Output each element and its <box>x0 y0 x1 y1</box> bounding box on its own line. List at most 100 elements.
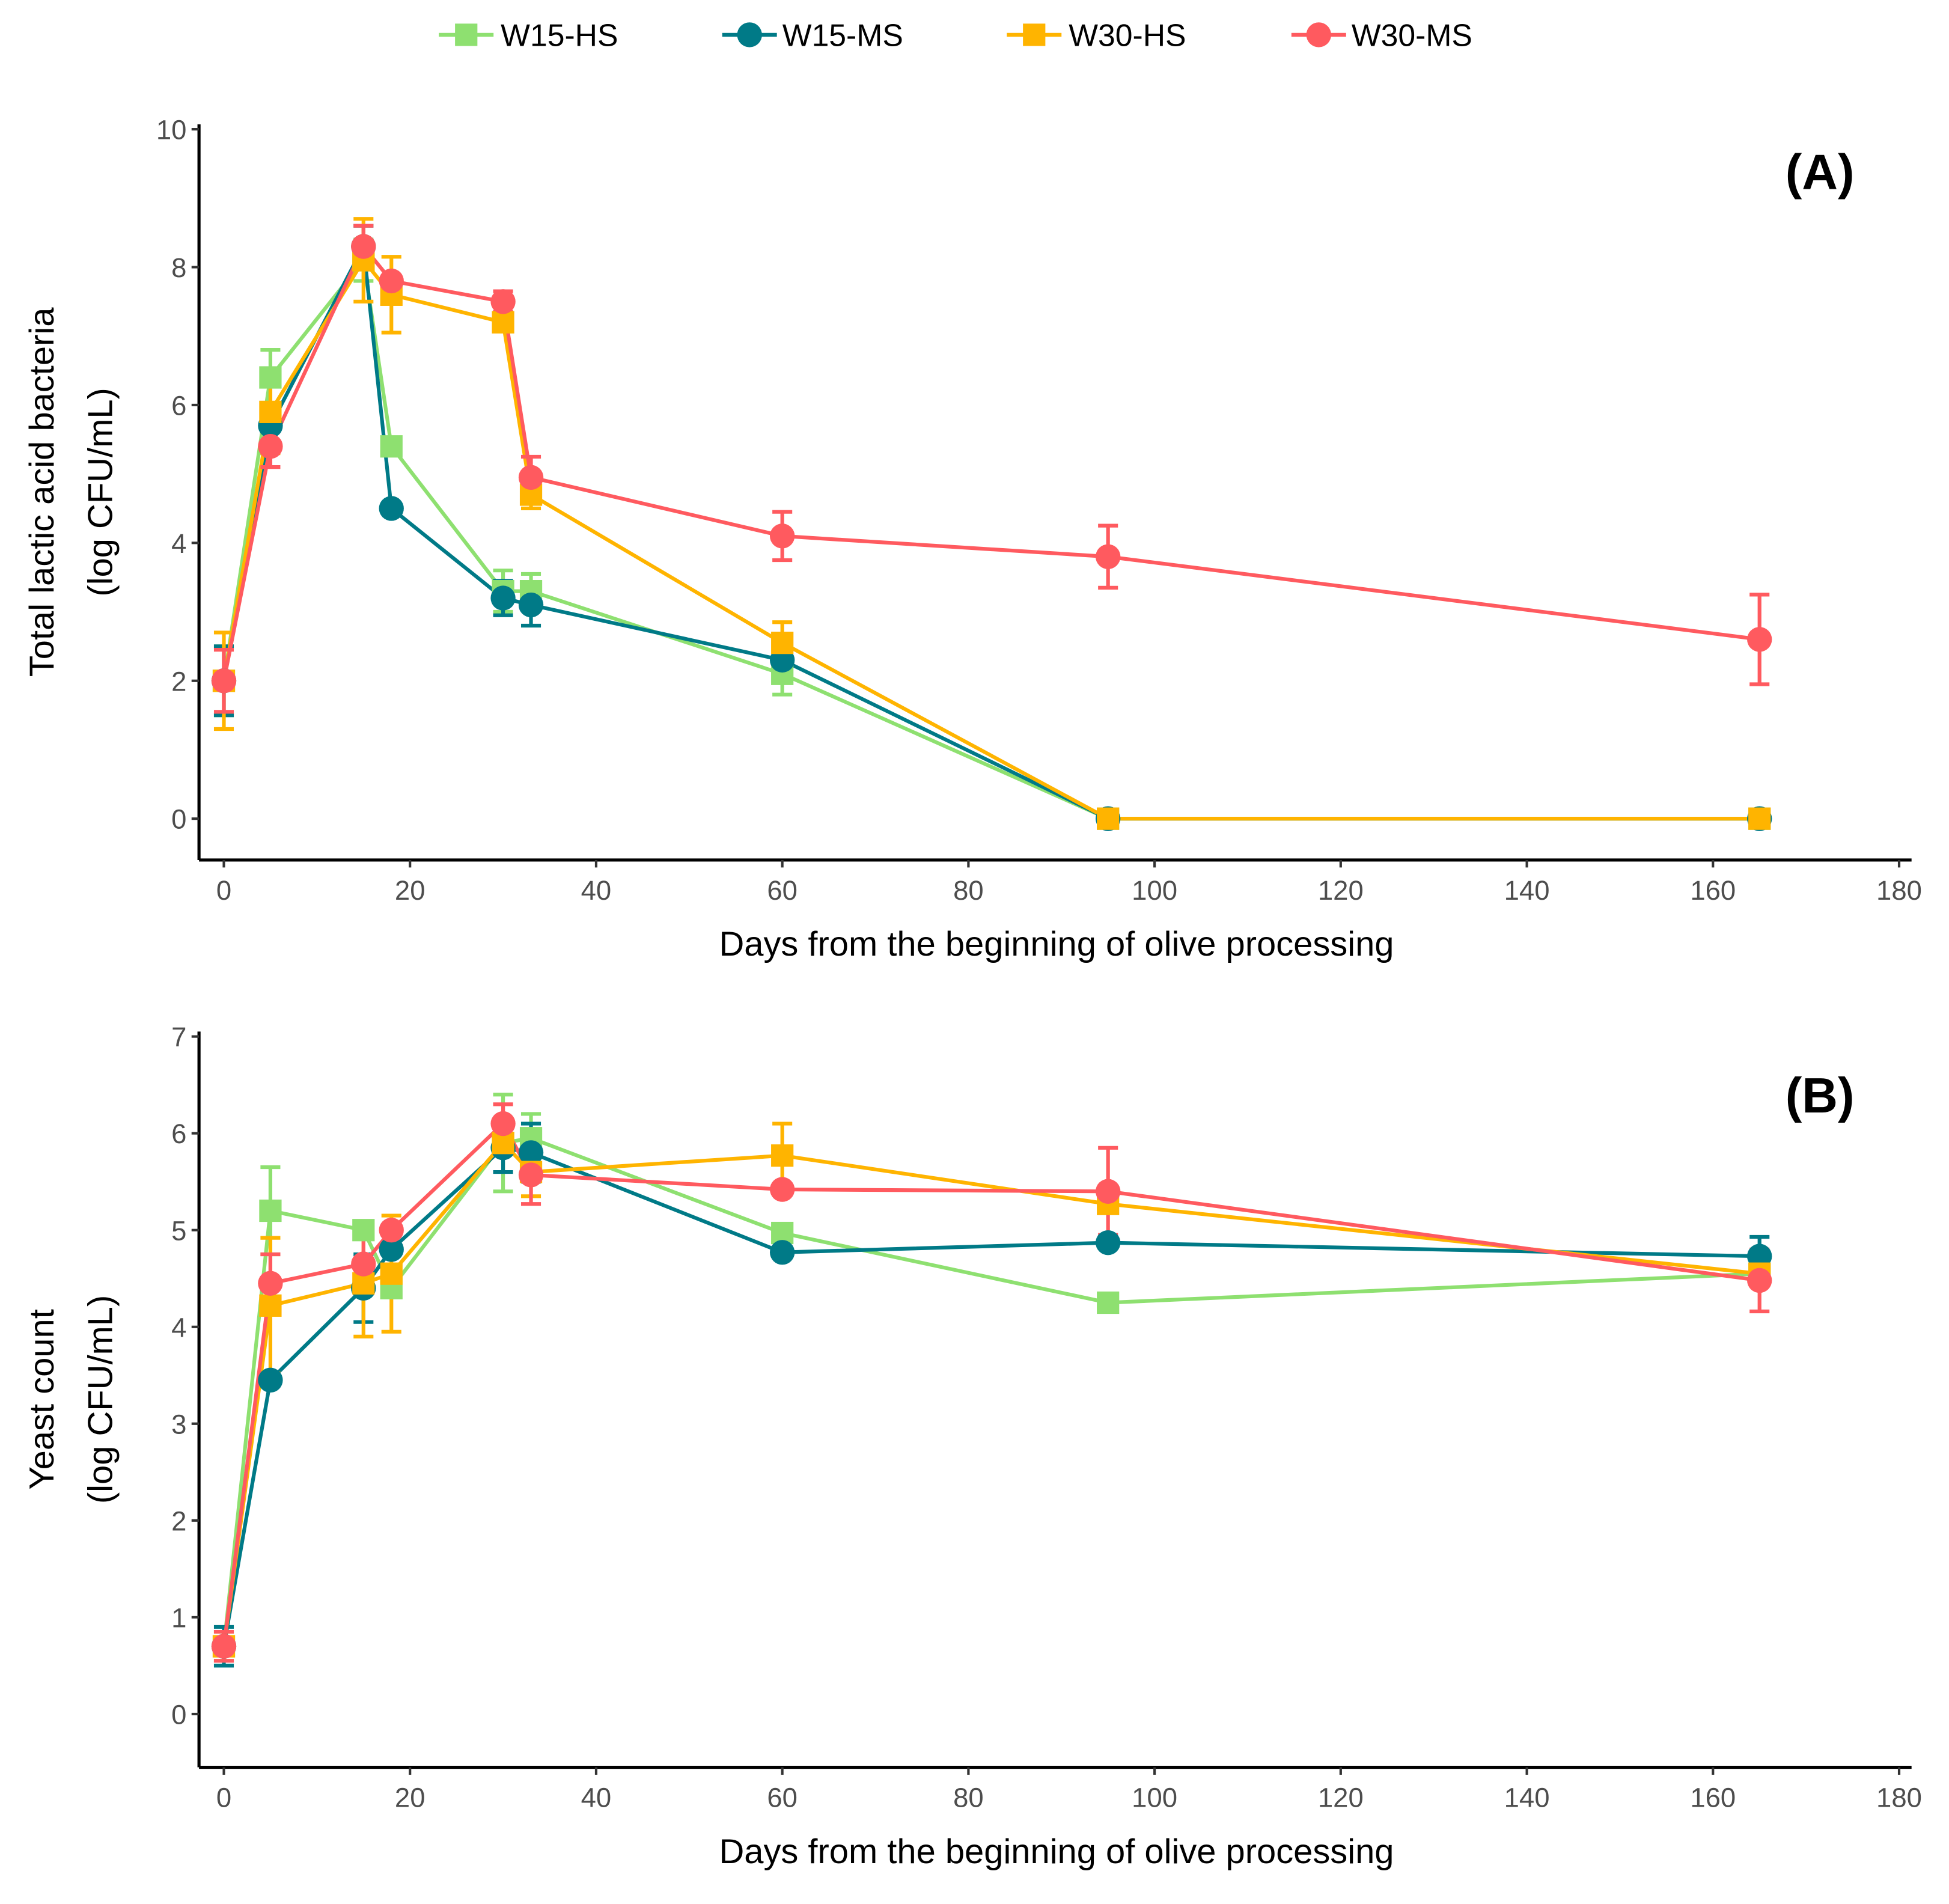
marker-w30-hs <box>492 311 514 334</box>
legend-item-w15-hs: W15-HS <box>439 18 618 53</box>
series-w30-ms <box>213 224 1770 714</box>
marker-w30-ms <box>490 1111 516 1137</box>
marker-w30-ms <box>211 1634 237 1659</box>
y-tick-label: 6 <box>171 1118 186 1149</box>
legend-item-w30-hs: W30-HS <box>1007 18 1186 53</box>
marker-w15-ms <box>1096 1230 1121 1256</box>
series-line <box>222 255 1760 821</box>
marker-w15-hs <box>352 1219 375 1242</box>
x-tick-label: 120 <box>1318 1783 1364 1813</box>
panel-b: 0 1 2 3 4 5 6 7 0 20 40 60 80 100 120 140 160 180 Days fro… <box>23 1022 1922 1871</box>
marker-w15-hs <box>1097 1291 1120 1314</box>
marker-w30-ms <box>1747 1268 1772 1293</box>
marker-w30-ms <box>351 1251 376 1277</box>
panel-label: (B) <box>1786 1067 1855 1123</box>
marker-w30-hs <box>771 632 794 654</box>
markers-w15-ms <box>211 234 1772 831</box>
series-line <box>222 1140 1760 1647</box>
series-line <box>222 1146 1760 1647</box>
x-tick-label: 40 <box>581 1783 612 1813</box>
x-tick-label: 20 <box>395 875 425 906</box>
marker-w15-hs <box>455 23 478 46</box>
markers-w30-ms <box>211 1111 1772 1659</box>
marker-w15-ms <box>518 1140 544 1165</box>
marker-w15-hs <box>380 435 403 458</box>
marker-w15-ms <box>490 585 516 611</box>
x-tick-label: 160 <box>1690 875 1736 906</box>
marker-w30-ms <box>769 1177 795 1202</box>
y-tick-label: 4 <box>171 1312 186 1343</box>
series-w15-ms <box>213 224 1760 821</box>
marker-w30-ms <box>490 289 516 314</box>
x-axis-title: Days from the beginning of olive process… <box>719 925 1394 963</box>
x-tick-label: 80 <box>953 875 984 906</box>
marker-w15-ms <box>737 22 762 47</box>
marker-w15-ms <box>379 496 404 521</box>
legend-item-w30-ms: W30-MS <box>1291 18 1472 53</box>
marker-w15-ms <box>1747 1243 1772 1269</box>
x-tick-label: 180 <box>1876 875 1922 906</box>
legend-label: W15-MS <box>782 18 903 53</box>
x-tick-label: 0 <box>216 875 231 906</box>
y-axis-title: Yeast count <box>23 1309 61 1489</box>
x-tick-label: 20 <box>395 1783 425 1813</box>
marker-w30-hs <box>380 1262 403 1285</box>
y-tick-label: 10 <box>156 115 187 145</box>
marker-w15-hs <box>259 366 282 389</box>
y-tick-label: 4 <box>171 528 186 559</box>
legend-label: W30-MS <box>1352 18 1472 53</box>
marker-w30-ms <box>1747 627 1772 652</box>
panel-label: (A) <box>1786 144 1855 200</box>
marker-w15-ms <box>518 592 544 618</box>
series-line <box>222 1136 1760 1647</box>
x-tick-label: 140 <box>1504 875 1550 906</box>
marker-w30-ms <box>769 523 795 549</box>
marker-w15-ms <box>379 1237 404 1262</box>
marker-w30-ms <box>379 268 404 294</box>
y-tick-label: 8 <box>171 252 186 283</box>
y-tick-label: 7 <box>171 1022 186 1052</box>
markers-w30-ms <box>211 234 1772 694</box>
y-tick-label: 3 <box>171 1409 186 1439</box>
marker-w15-ms <box>769 1240 795 1265</box>
marker-w30-ms <box>1096 1179 1121 1204</box>
marker-w30-hs <box>1023 23 1046 46</box>
marker-w30-ms <box>518 465 544 490</box>
x-tick-label: 120 <box>1318 875 1364 906</box>
marker-w30-hs <box>1097 807 1120 830</box>
y-tick-label: 2 <box>171 666 186 697</box>
y-tick-label: 1 <box>171 1602 186 1633</box>
y-tick-label: 2 <box>171 1506 186 1536</box>
marker-w30-ms <box>379 1218 404 1243</box>
marker-w30-ms <box>211 668 237 694</box>
y-tick-label: 5 <box>171 1215 186 1246</box>
y-axis-title-units: (log CFU/mL) <box>81 1295 120 1504</box>
marker-w30-ms <box>1096 544 1121 569</box>
marker-w30-hs <box>771 1144 794 1167</box>
marker-w30-ms <box>518 1162 544 1188</box>
x-tick-label: 140 <box>1504 1783 1550 1813</box>
markers-w30-hs <box>212 249 1771 830</box>
marker-w30-hs <box>1748 807 1771 830</box>
x-tick-label: 80 <box>953 1783 984 1813</box>
y-axis-title-units: (log CFU/mL) <box>81 388 120 596</box>
markers-w15-ms <box>211 1135 1772 1659</box>
marker-w30-hs <box>259 400 282 423</box>
x-tick-label: 0 <box>216 1783 231 1813</box>
legend-label: W30-HS <box>1069 18 1186 53</box>
y-axis-title: Total lactic acid bacteria <box>23 307 61 677</box>
series-w30-hs <box>213 1121 1760 1663</box>
marker-w30-hs <box>259 1294 282 1317</box>
series-w15-ms <box>213 1121 1770 1668</box>
y-tick-label: 6 <box>171 390 186 421</box>
marker-w15-hs <box>259 1199 282 1222</box>
marker-w30-ms <box>258 1271 283 1296</box>
series-w15-hs <box>213 237 1760 821</box>
marker-w30-ms <box>351 234 376 259</box>
x-tick-label: 100 <box>1132 875 1177 906</box>
x-axis-title: Days from the beginning of olive process… <box>719 1832 1394 1871</box>
y-tick-label: 0 <box>171 804 186 835</box>
y-tick-label: 0 <box>171 1699 186 1730</box>
